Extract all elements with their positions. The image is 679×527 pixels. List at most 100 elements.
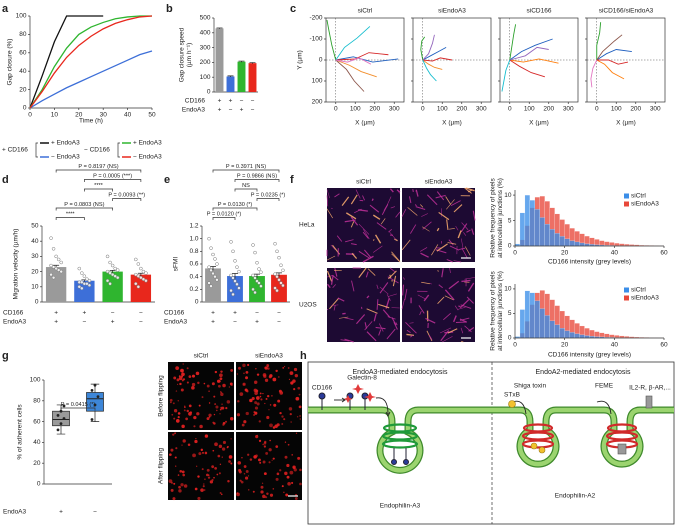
junction-signal [415, 189, 419, 197]
data-point [134, 282, 138, 286]
data-point [275, 288, 279, 293]
data-point [49, 236, 53, 240]
data-point [213, 257, 217, 261]
data-point [56, 268, 61, 272]
line-series [29, 15, 153, 109]
junction-signal [378, 323, 384, 332]
x-tick-label: 0 [334, 106, 338, 113]
data-point [233, 279, 237, 283]
histogram-bar [564, 330, 570, 339]
junction-signal [405, 321, 417, 334]
cell-signal [222, 421, 226, 425]
cell-signal [197, 381, 200, 385]
cell-signal [245, 389, 249, 393]
data-point [229, 288, 233, 293]
trajectory [509, 58, 559, 64]
cell-signal [213, 476, 215, 479]
significance-label: P = 0.0235 (*) [251, 193, 286, 199]
trajectory [335, 57, 372, 65]
cell-signal [262, 443, 264, 446]
cell-signal [181, 444, 183, 446]
y-tick-label: 20 [33, 460, 41, 467]
cell-signal [213, 413, 216, 416]
micrograph-background [168, 432, 234, 500]
section-title: EndoA2-mediated endocytosis [536, 369, 631, 376]
data-point [144, 271, 148, 275]
cell-signal [184, 406, 186, 409]
data-point [105, 254, 110, 259]
cell-signal [186, 381, 189, 384]
data-point [277, 255, 281, 260]
cell-signal [243, 420, 247, 424]
x-tick-label: 20 [561, 342, 569, 349]
junction-signal [358, 223, 370, 235]
cell-signal [228, 386, 230, 388]
label: Galectin-8 [347, 375, 377, 382]
bar [271, 274, 287, 302]
data-point [235, 282, 239, 287]
cell-signal [172, 433, 175, 436]
junction-signal [420, 204, 424, 208]
cell-signal [174, 432, 177, 435]
histogram-bar [549, 320, 555, 339]
data-point [108, 260, 112, 265]
row-sign: + [111, 319, 115, 326]
cell-signal [243, 465, 247, 468]
junction-signal [331, 304, 339, 306]
junction-signal [390, 206, 395, 209]
junction-signal [332, 284, 336, 289]
data-point [59, 422, 63, 426]
cell-signal [227, 479, 230, 483]
junction-signal [465, 187, 475, 192]
cell-signal [188, 404, 192, 408]
y-tick-label: 60 [19, 50, 27, 57]
cell-signal [188, 375, 192, 379]
junction-signal [386, 328, 396, 340]
histogram-bar [539, 217, 545, 247]
diagram-frame [307, 361, 675, 525]
data-point [281, 268, 285, 273]
label: Endophilin-A3 [380, 503, 421, 510]
junction-signal [362, 231, 369, 239]
junction-signal [358, 267, 367, 278]
cell-signal [276, 472, 280, 476]
junction-signal [340, 339, 350, 342]
panel-label: a [2, 3, 9, 15]
junction-signal [460, 327, 464, 334]
data-point [253, 276, 257, 280]
data-point [113, 274, 117, 278]
data-point [80, 286, 84, 291]
cell-signal [219, 377, 223, 381]
junction-signal [376, 284, 379, 290]
diagram-h: EndoA3-mediated endocytosis EndoA2-media… [300, 350, 675, 525]
junction-signal [358, 250, 370, 259]
bar [249, 276, 265, 302]
galectin-8-stars [343, 384, 376, 403]
junction-signal [372, 214, 381, 220]
data-point [213, 274, 217, 279]
significance-label: P = 0.3971 (NS) [226, 164, 266, 170]
y-axis-label: Gap closure speed [179, 27, 186, 82]
cell-signal [283, 491, 285, 494]
bar [227, 276, 243, 302]
cell-signal [211, 465, 215, 469]
trajectory [422, 57, 453, 62]
cell-signal [183, 484, 188, 488]
y-axis-label: (µm h⁻¹) [186, 43, 193, 68]
y-tick-label: 0.4 [189, 273, 198, 280]
trajectory [335, 52, 389, 61]
junction-signal [345, 212, 357, 220]
cell-signal [213, 395, 216, 398]
cell-signal [178, 485, 181, 489]
junction-signal [388, 231, 397, 240]
cell-signal [269, 423, 273, 428]
junction-signal [330, 275, 334, 285]
cell-signal [266, 492, 269, 495]
cell-signal [264, 366, 268, 370]
error-bar [238, 60, 245, 63]
micrograph [168, 432, 234, 501]
data-point [141, 269, 146, 274]
data-point [275, 249, 279, 254]
data-point [90, 418, 94, 421]
endophilin-a3-coil [381, 423, 419, 449]
